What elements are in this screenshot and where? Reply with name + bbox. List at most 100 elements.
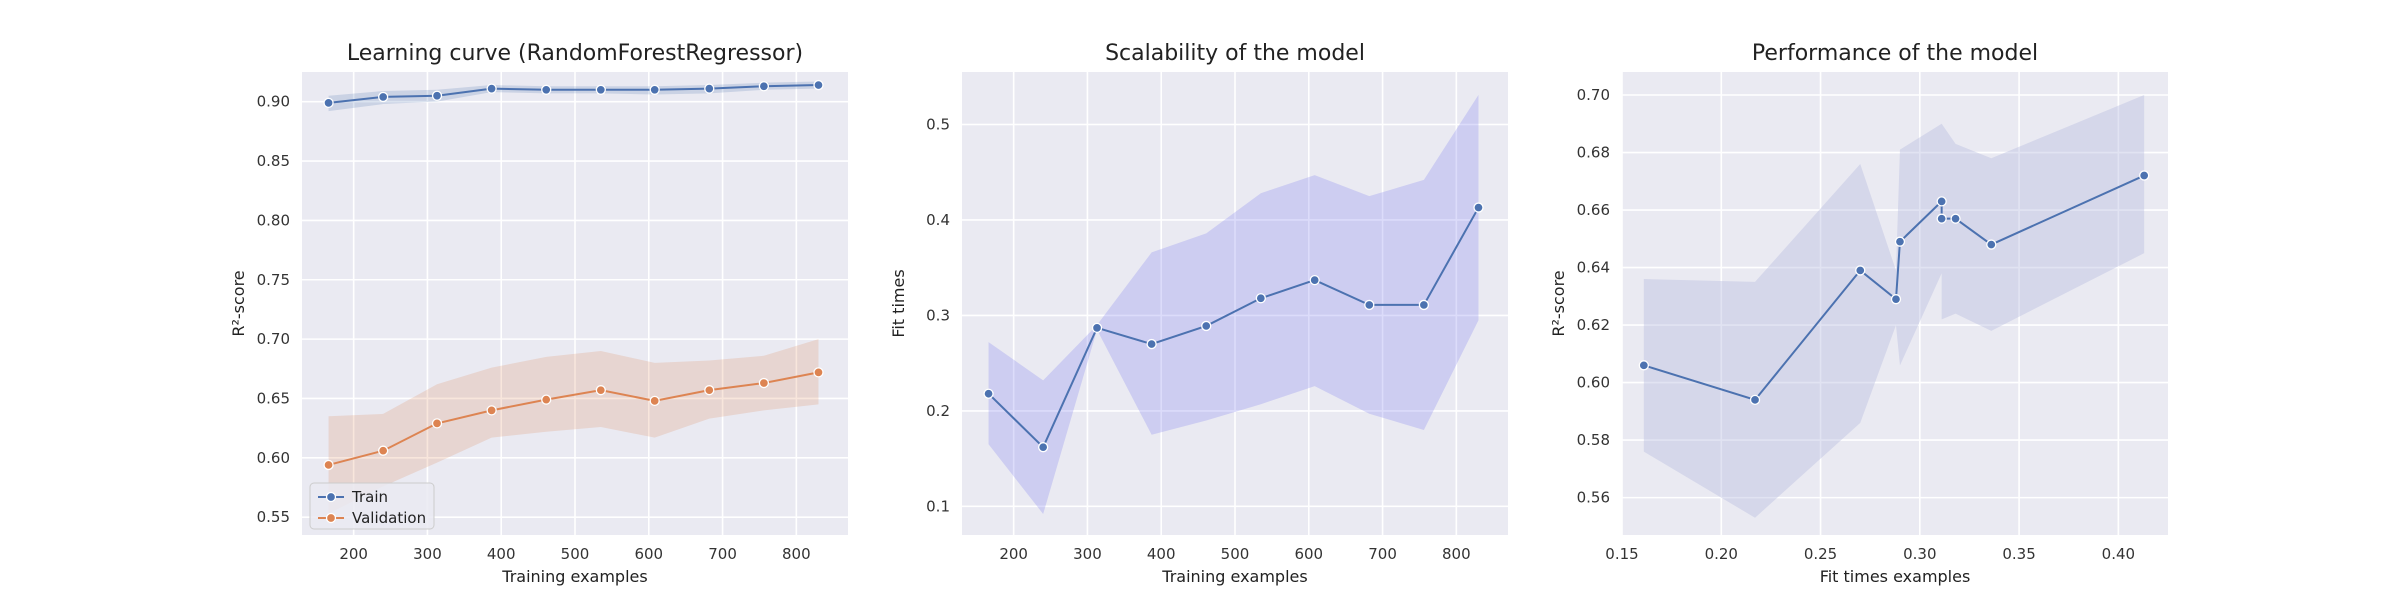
performance-series-band: [1643, 95, 2145, 518]
performance-y-tick-label: 0.58: [1577, 431, 1610, 449]
performance-y-tick-label: 0.56: [1577, 489, 1610, 507]
learning-curve-train-point: [431, 90, 443, 101]
learning-curve-train-point: [813, 79, 824, 91]
scalability-title: Scalability of the model: [1105, 41, 1365, 66]
scalability-series-point: [1091, 322, 1103, 333]
learning-curve-x-tick-label: 300: [413, 545, 442, 563]
scalability-x-tick-label: 500: [1221, 545, 1250, 563]
learning-curve-train-point: [649, 84, 660, 95]
performance-y-axis-label: R²-score: [1549, 270, 1568, 336]
learning-curve-validation-point: [378, 445, 389, 456]
performance-y-tick-label: 0.68: [1577, 144, 1610, 162]
scalability-x-tick-label: 600: [1294, 545, 1323, 563]
learning-curve-validation-point: [649, 395, 660, 406]
learning-curve-validation-point: [704, 385, 715, 396]
performance-series-line: [1643, 174, 2145, 401]
learning-curve-train-point: [378, 91, 389, 103]
performance-y-tick-label: 0.64: [1577, 259, 1610, 277]
legend-label-train: Train: [351, 488, 388, 506]
performance-series-point: [1749, 394, 1761, 405]
learning-curve-train-point: [323, 97, 334, 109]
performance-series-point: [1936, 196, 1947, 207]
performance-title: Performance of the model: [1752, 41, 2038, 66]
learning-curve-validation-line: [328, 371, 819, 466]
performance-series-point: [1950, 213, 1961, 224]
learning-curve-train-line: [328, 84, 819, 104]
scalability-series-line: [987, 207, 1480, 449]
learning-curve-panel: 200 300 400 500 600 700 800 0.55 0.60 0.65 0.70 0.7…: [229, 41, 848, 586]
learning-curve-title: Learning curve (RandomForestRegressor): [347, 41, 803, 66]
learning-curve-x-axis-label: Training examples: [501, 567, 647, 586]
learning-curve-x-tick-label: 700: [708, 545, 737, 563]
legend: Train Validation: [309, 482, 435, 530]
learning-curve-x-tick-label: 800: [782, 545, 811, 563]
scalability-series-point: [1146, 338, 1157, 350]
learning-curve-train-point: [486, 83, 497, 94]
performance-x-tick-label: 0.25: [1804, 545, 1837, 563]
learning-curve-validation-point: [486, 405, 497, 416]
learning-curve-validation-point: [595, 385, 606, 396]
performance-x-tick-label: 0.20: [1705, 545, 1738, 563]
performance-y-tick-label: 0.60: [1577, 374, 1610, 392]
learning-curve-validation-point: [323, 459, 334, 471]
learning-curve-y-tick-label: 0.80: [257, 211, 290, 229]
performance-x-tick-label: 0.35: [2002, 545, 2035, 563]
learning-curve-y-tick-label: 0.85: [257, 152, 290, 170]
performance-y-tick-label: 0.70: [1577, 86, 1610, 104]
scalability-x-tick-label: 800: [1442, 545, 1471, 563]
learning-curve-x-tick-label: 500: [561, 545, 590, 563]
performance-series-point: [1986, 239, 1997, 250]
learning-curve-train-point: [704, 83, 715, 94]
legend-marker-validation: [325, 512, 337, 524]
learning-curve-train-point: [541, 84, 552, 95]
scalability-x-tick-label: 200: [999, 545, 1028, 563]
learning-curve-y-tick-label: 0.65: [257, 389, 290, 407]
performance-x-axis-label: Fit times examples: [1820, 567, 1971, 586]
learning-curve-y-tick-label: 0.75: [257, 271, 290, 289]
performance-y-tick-label: 0.66: [1577, 201, 1610, 219]
scalability-series-band: [988, 94, 1479, 514]
scalability-series-point: [983, 388, 994, 399]
scalability-x-tick-label: 300: [1073, 545, 1102, 563]
learning-curve-validation-band: [328, 339, 819, 514]
scalability-series-point: [1418, 299, 1430, 311]
learning-curve-y-tick-label: 0.55: [257, 508, 290, 526]
scalability-y-tick-label: 0.3: [926, 306, 950, 324]
scalability-series-point: [1201, 320, 1212, 332]
scalability-x-axis-label: Training examples: [1161, 567, 1307, 586]
scalability-series-point: [1255, 293, 1266, 304]
learning-curve-validation-point: [813, 367, 824, 378]
scalability-y-tick-label: 0.2: [926, 402, 950, 420]
performance-series-point: [1936, 213, 1947, 224]
performance-x-tick-label: 0.30: [1903, 545, 1936, 563]
performance-series-point: [1894, 236, 1906, 247]
learning-curve-y-tick-label: 0.90: [257, 93, 290, 111]
scalability-series-point: [1364, 299, 1375, 311]
learning-curve-y-tick-label: 0.70: [257, 330, 290, 348]
learning-curve-validation-point: [758, 377, 770, 389]
learning-curve-y-tick-label: 0.60: [257, 449, 290, 467]
scalability-panel: 200 300 400 500 600 700 800 0.1 0.2 0.3 0.4 0.5 Scal…: [889, 41, 1508, 586]
legend-marker-train: [325, 491, 337, 503]
learning-curve-validation-point: [431, 418, 443, 429]
scalability-y-tick-label: 0.1: [926, 497, 950, 515]
learning-curve-train-point: [595, 84, 606, 95]
learning-curve-x-tick-label: 600: [634, 545, 663, 563]
learning-curve-x-tick-label: 200: [339, 545, 368, 563]
learning-curve-x-tick-label: 400: [487, 545, 516, 563]
performance-x-tick-label: 0.15: [1605, 545, 1638, 563]
learning-curve-y-axis-label: R²-score: [229, 270, 248, 336]
scalability-y-tick-label: 0.5: [926, 116, 950, 134]
scalability-x-tick-label: 400: [1147, 545, 1176, 563]
performance-panel: 0.15 0.20 0.25 0.30 0.35 0.40 0.56 0.58 0.60 0.62…: [1549, 41, 2168, 586]
scalability-series-point: [1309, 274, 1320, 286]
scalability-y-tick-label: 0.4: [926, 211, 950, 229]
performance-y-tick-label: 0.62: [1577, 316, 1610, 334]
legend-label-validation: Validation: [352, 509, 426, 527]
scalability-x-tick-label: 700: [1368, 545, 1397, 563]
scalability-y-axis-label: Fit times: [889, 269, 908, 337]
performance-series-point: [1638, 360, 1649, 371]
learning-curve-train-point: [758, 81, 770, 92]
scalability-series-point: [1473, 202, 1484, 213]
